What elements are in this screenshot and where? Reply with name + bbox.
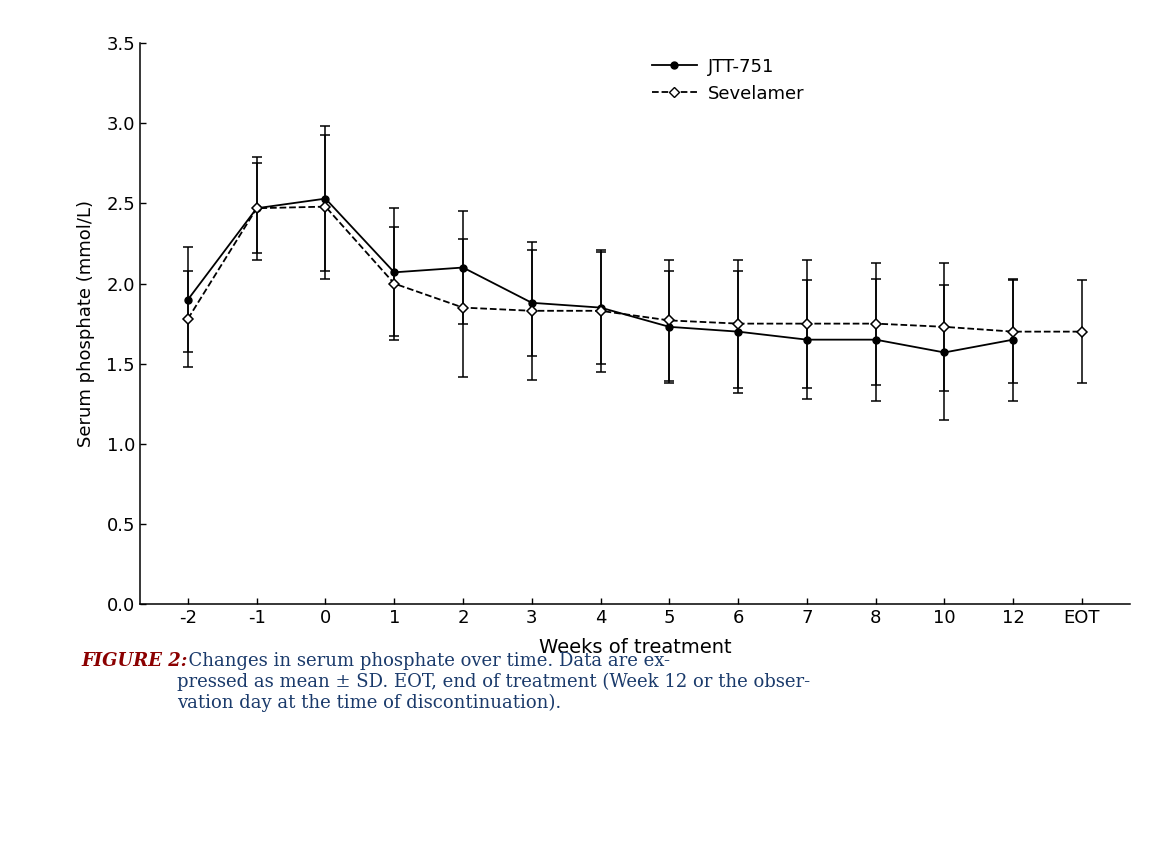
X-axis label: Weeks of treatment: Weeks of treatment xyxy=(538,638,732,657)
Text: Changes in serum phosphate over time. Data are ex-
pressed as mean ± SD. EOT, en: Changes in serum phosphate over time. Da… xyxy=(177,652,810,712)
Text: FIGURE 2:: FIGURE 2: xyxy=(82,652,188,670)
Y-axis label: Serum phosphate (mmol/L): Serum phosphate (mmol/L) xyxy=(77,200,96,447)
Legend: JTT-751, Sevelamer: JTT-751, Sevelamer xyxy=(651,58,804,103)
